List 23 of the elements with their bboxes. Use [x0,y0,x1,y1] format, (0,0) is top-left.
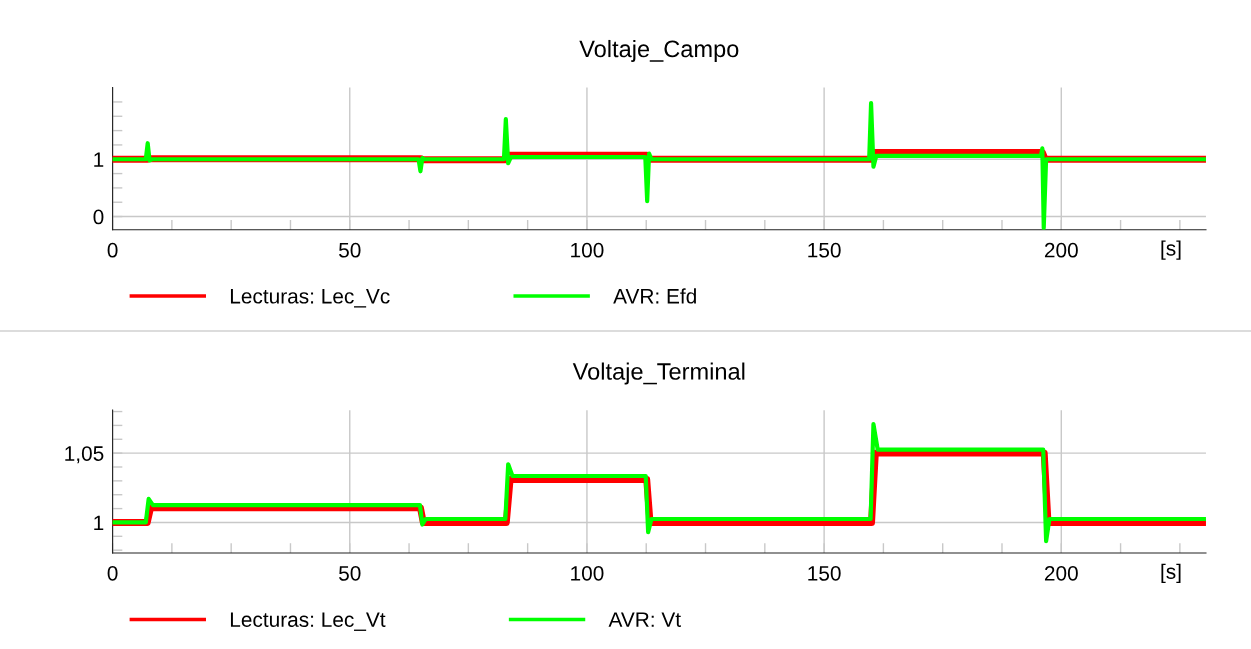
x-tick-label: 150 [808,566,841,581]
y-tick-label: 1 [94,152,104,167]
x-tick-label: 50 [339,242,361,258]
y-tick-label: 0 [93,209,104,225]
y-tick-label: 1 [94,515,104,530]
x-tick-label: 0 [107,242,118,258]
legend-label: AVR: Vt [608,612,681,627]
x-tick-label: 100 [571,242,604,258]
chart-title: Voltaje_Campo [579,39,739,62]
x-tick-label: 0 [107,566,118,581]
x-tick-label: 50 [339,566,361,581]
legend-label: Lecturas: Lec_Vt [230,612,386,631]
legend-label: Lecturas: Lec_Vc [230,289,390,308]
legend-label: AVR: Efd [613,288,696,304]
x-tick-label: 150 [808,242,841,258]
x-axis-title: [s] [1161,240,1181,260]
y-tick-label: 1,05 [65,446,104,464]
x-tick-label: 200 [1044,242,1078,258]
x-axis-title: [s] [1161,563,1181,584]
chart-title: Voltaje_Terminal [572,362,745,385]
x-tick-label: 100 [571,566,604,581]
line-series [112,421,1206,544]
x-tick-label: 200 [1044,566,1078,581]
